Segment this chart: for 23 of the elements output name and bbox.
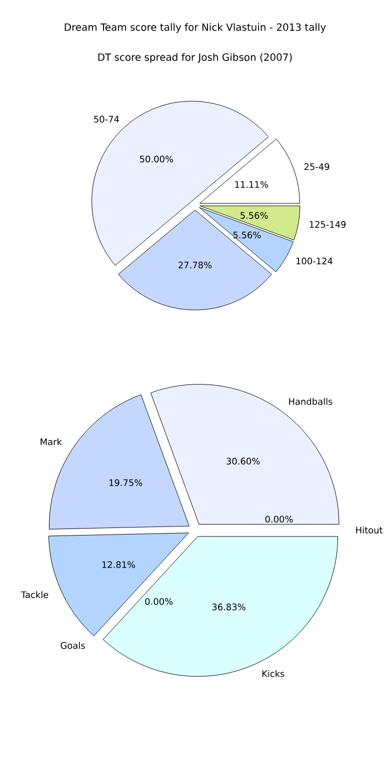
data-label: 36.83% <box>212 604 246 610</box>
slice-label: Mark <box>40 438 62 446</box>
slice-label: Tackle <box>20 591 48 598</box>
data-label: 5.56% <box>240 212 268 219</box>
data-label: 50.00% <box>140 156 174 162</box>
category-label: Hitout <box>356 526 383 534</box>
slice-label: Handballs <box>289 398 332 405</box>
data-label: 12.81% <box>102 561 136 568</box>
slice-label: 25-49 <box>304 163 330 170</box>
text: 0.00% <box>265 516 293 522</box>
slice-label: 50-74 <box>94 116 119 123</box>
slice-label: 125-149 <box>310 221 346 228</box>
slice-label: Kicks <box>262 670 284 678</box>
chart-title: DT score spread for Josh Gibson (2007) <box>98 53 292 63</box>
data-label: 27.78% <box>178 262 212 268</box>
slice-label: 100-124 <box>296 258 332 264</box>
data-label: 30.60% <box>226 458 260 465</box>
chart-title: Dream Team score tally for Nick Vlastuin - 2013 tally <box>64 23 326 33</box>
data-label: 11.11% <box>235 181 268 188</box>
data-label: 19.75% <box>109 479 142 486</box>
category-label: Goals <box>60 642 85 649</box>
text: 0.00% <box>145 598 173 605</box>
data-label: 5.56% <box>233 232 261 238</box>
